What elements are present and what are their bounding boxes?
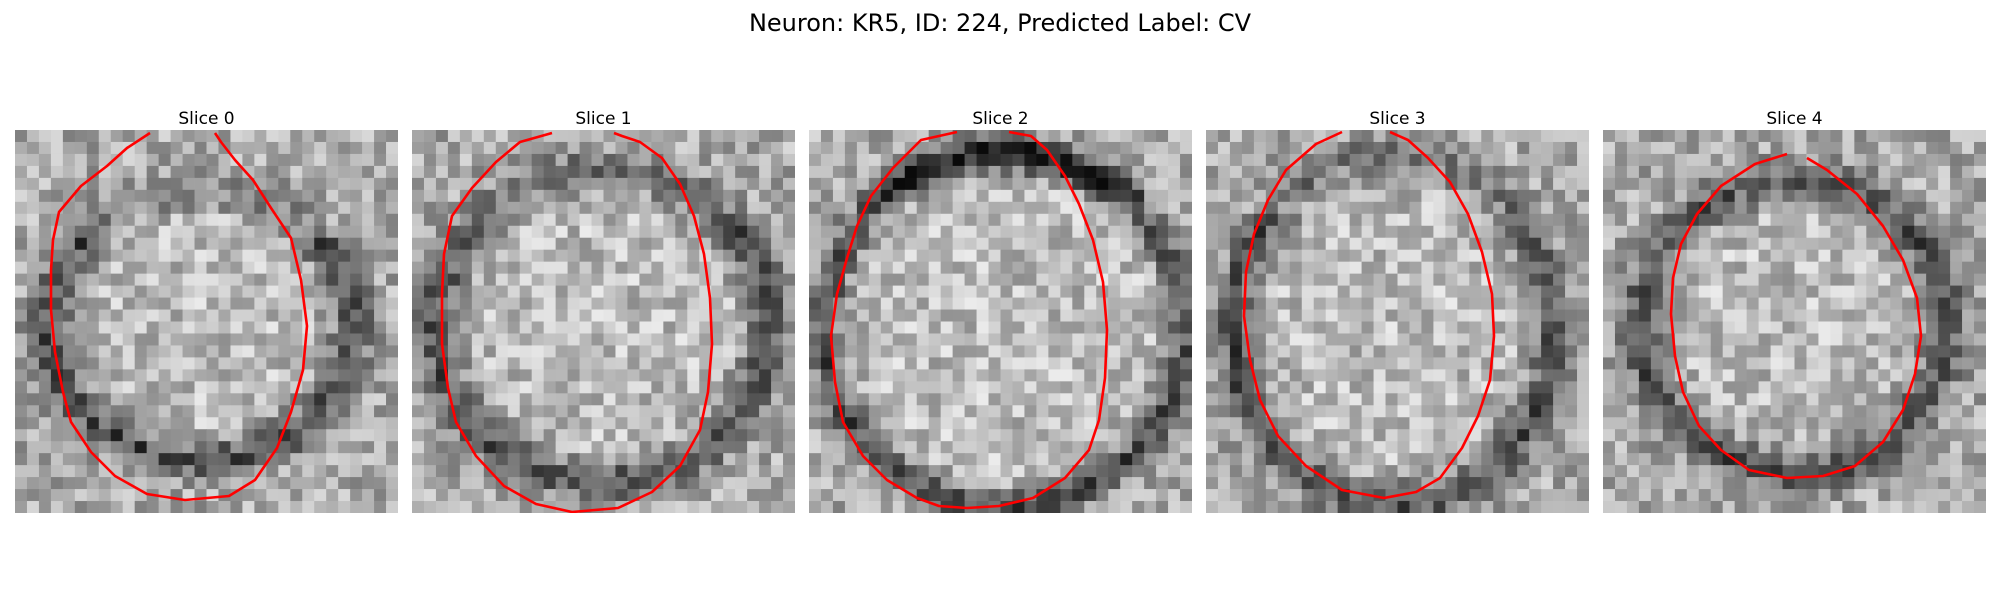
slice-title: Slice 0 bbox=[178, 109, 235, 129]
slice-pixel-grid bbox=[809, 130, 1192, 513]
segmentation-contour bbox=[829, 130, 1109, 510]
slice-title: Slice 4 bbox=[1766, 109, 1823, 129]
slice-panel: Slice 2 bbox=[809, 108, 1192, 513]
slice-svg bbox=[1603, 130, 1986, 513]
slice-pixel-grid bbox=[1206, 130, 1589, 513]
segmentation-contour bbox=[49, 131, 309, 502]
slice-title: Slice 2 bbox=[972, 109, 1029, 129]
slice-image bbox=[1603, 130, 1986, 513]
slice-svg bbox=[1206, 130, 1589, 513]
slice-image bbox=[412, 130, 795, 513]
slice-pixel-grid bbox=[1603, 130, 1986, 513]
slice-panel: Slice 0 bbox=[15, 108, 398, 513]
slice-pixel-grid bbox=[15, 130, 398, 513]
segmentation-contour bbox=[440, 131, 714, 513]
segmentation-contour bbox=[1669, 152, 1923, 480]
slice-svg bbox=[412, 130, 795, 513]
slice-image bbox=[809, 130, 1192, 513]
segmentation-contour bbox=[1242, 130, 1496, 500]
slice-title: Slice 1 bbox=[575, 109, 632, 129]
slice-panel: Slice 3 bbox=[1206, 108, 1589, 513]
slice-panel: Slice 4 bbox=[1603, 108, 1986, 513]
slice-image bbox=[1206, 130, 1589, 513]
figure-title: Neuron: KR5, ID: 224, Predicted Label: C… bbox=[748, 9, 1252, 37]
slice-svg bbox=[15, 130, 398, 513]
slice-title: Slice 3 bbox=[1369, 109, 1426, 129]
slice-panel: Slice 1 bbox=[412, 108, 795, 513]
slice-pixel-grid bbox=[412, 130, 795, 513]
slice-image bbox=[15, 130, 398, 513]
slice-svg bbox=[809, 130, 1192, 513]
